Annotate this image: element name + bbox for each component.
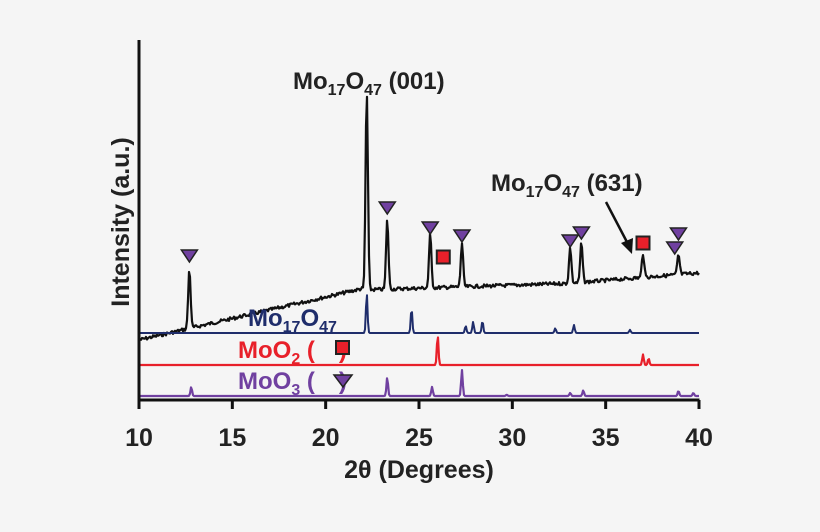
moo3-triangle-marker-icon <box>571 226 591 241</box>
x-tick-label: 40 <box>685 424 713 452</box>
trace-sample <box>139 95 700 341</box>
x-tick-label: 35 <box>592 424 620 452</box>
annotation-631: Mo17O47 (631) <box>491 170 643 201</box>
legend-mo17o47: Mo17O47 <box>248 305 337 336</box>
moo3-triangle-icon <box>332 374 354 389</box>
moo2-square-marker-icon <box>435 249 451 265</box>
legend-moo3: MoO3 () <box>238 368 347 399</box>
trace-mo17o47 <box>140 294 699 334</box>
moo3-triangle-marker-icon <box>665 241 685 256</box>
phase-markers <box>179 201 688 265</box>
trace-moo3 <box>139 369 700 398</box>
x-ticks: 10 15 20 25 30 35 40 <box>125 400 713 452</box>
annotation-001: Mo17O47 (001) <box>293 68 445 99</box>
x-tick-label: 20 <box>312 424 340 452</box>
traces <box>139 95 700 398</box>
moo3-triangle-marker-icon <box>179 249 199 264</box>
x-tick-label: 30 <box>498 424 526 452</box>
moo3-triangle-marker-icon <box>452 229 472 244</box>
moo2-square-marker-icon <box>635 235 651 251</box>
annotation-arrow <box>604 201 633 254</box>
x-axis-label: 2θ (Degrees) <box>344 456 494 484</box>
x-tick-label: 25 <box>405 424 433 452</box>
x-tick-label: 15 <box>218 424 246 452</box>
moo3-triangle-marker-icon <box>560 234 580 249</box>
moo3-triangle-marker-icon <box>420 221 440 236</box>
trace-moo2 <box>139 336 700 367</box>
y-axis-label: Intensity (a.u.) <box>107 137 135 306</box>
x-tick-label: 10 <box>125 424 153 452</box>
moo2-square-icon <box>335 340 350 355</box>
moo3-triangle-marker-icon <box>377 201 397 216</box>
moo3-triangle-marker-icon <box>669 227 688 242</box>
